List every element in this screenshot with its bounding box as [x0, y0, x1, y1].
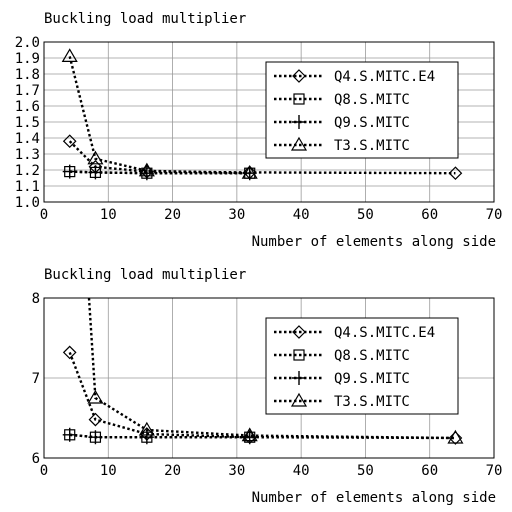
- data-point-T3.S.MITC: [61, 48, 78, 63]
- x-tick-label: 70: [486, 463, 503, 479]
- data-point-Q9.S.MITC: [88, 430, 103, 445]
- y-tick-label: 1.0: [15, 195, 40, 211]
- legend-label: Q8.S.MITC: [334, 348, 410, 364]
- data-point-Q4.S.MITC.E4: [62, 345, 77, 360]
- y-tick-label: 2.0: [15, 35, 40, 51]
- legend-marker-square: [293, 349, 305, 361]
- legend-label: Q4.S.MITC.E4: [334, 69, 435, 85]
- data-point-T3.S.MITC: [241, 427, 258, 442]
- legend-marker-plus: [292, 115, 306, 129]
- data-point-Q4.S.MITC.E4: [88, 412, 103, 427]
- plot-frame: [43, 41, 495, 203]
- y-tick-label: 1.9: [15, 51, 40, 67]
- x-tick-label: 20: [164, 207, 181, 223]
- x-tick-label: 30: [228, 463, 245, 479]
- legend-label: Q9.S.MITC: [334, 371, 410, 387]
- y-tick-label: 1.1: [15, 179, 40, 195]
- legend-label: Q4.S.MITC.E4: [334, 325, 435, 341]
- y-tick-label: 1.7: [15, 83, 40, 99]
- series-group: [62, 298, 464, 445]
- data-point-Q4.S.MITC.E4: [62, 134, 77, 149]
- y-tick-label: 8: [32, 291, 40, 307]
- legend-label: Q9.S.MITC: [334, 115, 410, 131]
- legend-label: T3.S.MITC: [334, 394, 410, 410]
- x-tick-label: 50: [357, 207, 374, 223]
- legend: Q4.S.MITC.E4 Q8.S.MITC Q9.S.MITC T3.S.MITC: [265, 61, 459, 159]
- legend-box: [265, 317, 459, 415]
- data-point-T3.S.MITC: [87, 150, 104, 165]
- x-tick-label: 0: [40, 207, 48, 223]
- legend-label: T3.S.MITC: [334, 138, 410, 154]
- y-tick-label: 1.6: [15, 99, 40, 115]
- x-tick-label: 20: [164, 463, 181, 479]
- x-tick-label: 70: [486, 207, 503, 223]
- data-point-Q4.S.MITC.E4: [448, 431, 463, 445]
- data-point-T3.S.MITC: [138, 162, 155, 177]
- legend-marker-square: [293, 93, 305, 105]
- legend-marker-triangle: [290, 392, 308, 407]
- data-point-T3.S.MITC: [87, 389, 104, 404]
- data-point-T3.S.MITC: [241, 165, 258, 179]
- series-line-T3.S.MITC: [68, 56, 250, 175]
- data-point-Q9.S.MITC: [62, 427, 77, 442]
- x-tick-label: 10: [100, 207, 117, 223]
- x-tick-label: 50: [357, 463, 374, 479]
- y-tick-label: 1.2: [15, 163, 40, 179]
- legend-marker-diamond: [292, 325, 306, 339]
- x-axis-label: Number of elements along side: [252, 234, 496, 250]
- data-point-Q9.S.MITC: [139, 166, 154, 181]
- y-tick-label: 1.4: [15, 131, 40, 147]
- series-line-Q9.S.MITC: [69, 433, 250, 439]
- y-tick-label: 1.3: [15, 147, 40, 163]
- legend-label: Q8.S.MITC: [334, 92, 410, 108]
- chart-panel-1: 0 10 20 30 40 50 60 701.01.11.21.31.41.51.61.71…: [15, 11, 503, 250]
- data-point-Q9.S.MITC: [62, 164, 77, 179]
- y-tick-label: 6: [32, 451, 40, 467]
- legend-marker-diamond: [292, 69, 306, 83]
- x-tick-label: 60: [421, 463, 438, 479]
- plot-frame: [43, 297, 495, 459]
- data-point-Q4.S.MITC.E4: [448, 166, 463, 181]
- x-tick-label: 40: [293, 207, 310, 223]
- chart-title: Buckling load multiplier: [44, 11, 246, 27]
- x-axis-label: Number of elements along side: [252, 490, 496, 506]
- chart-title: Buckling load multiplier: [44, 267, 246, 283]
- x-tick-label: 0: [40, 463, 48, 479]
- legend-marker-triangle: [290, 136, 308, 151]
- series-line-T3.S.MITC: [87, 298, 456, 440]
- legend-box: [265, 61, 459, 159]
- legend-marker-plus: [292, 371, 306, 385]
- data-point-T3.S.MITC: [138, 421, 155, 436]
- y-tick-label: 1.8: [15, 67, 40, 83]
- x-tick-label: 60: [421, 207, 438, 223]
- data-point-Q9.S.MITC: [139, 430, 154, 445]
- data-point-Q9.S.MITC: [88, 165, 103, 180]
- series-line-Q9.S.MITC: [69, 170, 250, 175]
- x-tick-label: 30: [228, 207, 245, 223]
- x-tick-label: 10: [100, 463, 117, 479]
- series-group: [61, 48, 463, 181]
- y-tick-label: 7: [32, 371, 40, 387]
- legend: Q4.S.MITC.E4 Q8.S.MITC Q9.S.MITC T3.S.MITC: [265, 317, 459, 415]
- data-point-T3.S.MITC: [447, 429, 464, 444]
- x-tick-label: 40: [293, 463, 310, 479]
- y-tick-label: 1.5: [15, 115, 40, 131]
